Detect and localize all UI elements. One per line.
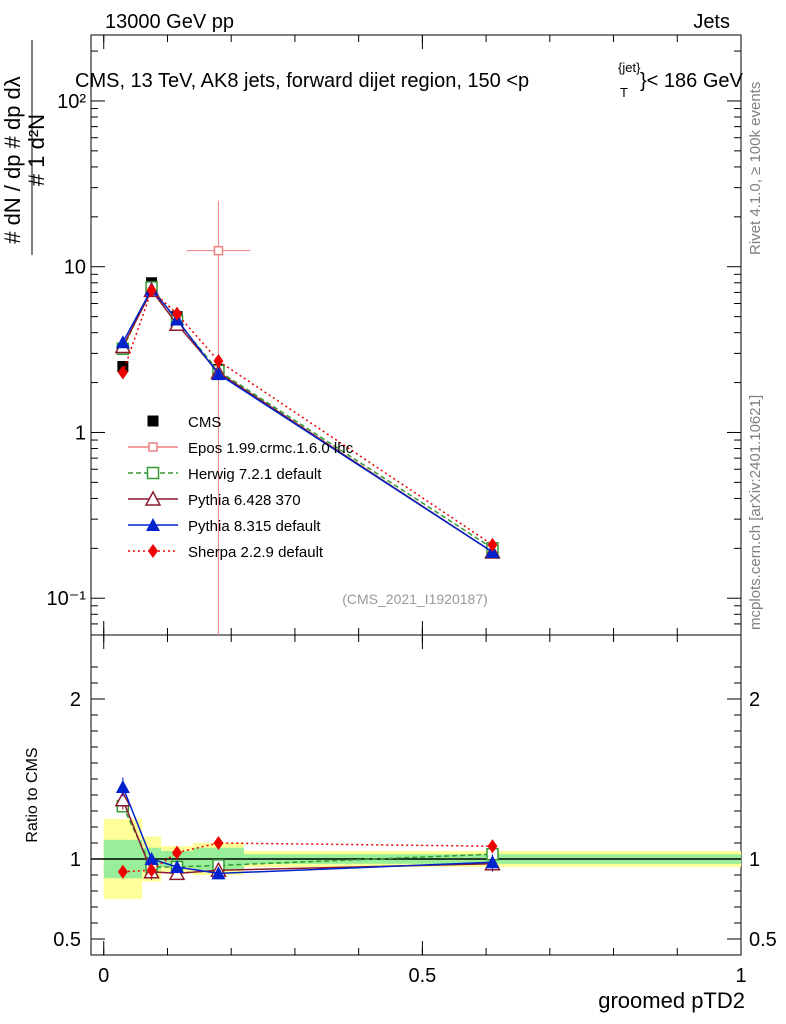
ratio-point — [172, 845, 183, 860]
legend: CMS Epos 1.99.crmc.1.6.0 lhc Herwig 7.2.1 … — [128, 414, 354, 561]
legend-marker — [148, 442, 158, 452]
series-ratio — [114, 777, 501, 881]
series-line — [122, 285, 493, 549]
ratio-panel — [90, 634, 742, 956]
ratio-point — [115, 780, 130, 793]
rivet-label: Rivet 4.1.0, ≥ 100k events — [747, 82, 764, 255]
x-axis-label: groomed pTD2 — [598, 988, 745, 1013]
x-tick-label: 0.5 — [408, 965, 436, 987]
chart-title: CMS, 13 TeV, AK8 jets, forward dijet reg… — [75, 70, 529, 92]
ratio-point — [146, 863, 157, 878]
y-ratio-tick-label: 2 — [70, 689, 81, 711]
y-tick-label: 10 — [64, 257, 86, 279]
series-1 — [186, 200, 251, 635]
y-ratio-tick-label-right: 0.5 — [749, 929, 777, 951]
legend-label: Sherpa 2.2.9 default — [188, 544, 324, 561]
y-label-main-denominator: # dN / dp # dp dλ — [0, 76, 25, 244]
legend-marker — [148, 544, 158, 558]
header-left: 13000 GeV pp — [105, 11, 234, 33]
legend-label: Epos 1.99.crmc.1.6.0 lhc — [188, 440, 354, 457]
data-point — [213, 353, 224, 368]
ratio-point — [211, 866, 226, 880]
y-ratio-tick-label: 0.5 — [53, 929, 81, 951]
ratio-point — [117, 864, 128, 879]
y-ratio-tick-label: 1 — [70, 849, 81, 871]
mcplots-label: mcplots.cern.ch [arXiv:2401.10621] — [747, 395, 764, 630]
y-ratio-tick-label-right: 2 — [749, 689, 760, 711]
y-label-main: # 1 d²N . — [24, 114, 49, 186]
chart-title-sub: T — [620, 85, 628, 100]
legend-label: Pythia 6.428 370 — [188, 492, 301, 509]
ratio-point — [114, 791, 132, 807]
ratio-point — [213, 836, 224, 850]
ratio-point — [485, 855, 500, 869]
data-point — [213, 245, 224, 256]
data-point — [211, 367, 226, 381]
ratio-point — [487, 839, 498, 854]
chart-title-main: CMS, 13 TeV, AK8 jets, forward dijet reg… — [75, 70, 529, 92]
legend-marker — [144, 490, 162, 506]
header-right: Jets — [693, 11, 730, 33]
data-point — [146, 283, 157, 298]
data-point — [117, 365, 128, 380]
y-axis-ticks-main: 10⁻¹ 1 10 10² — [47, 50, 741, 636]
x-tick-label: 1 — [735, 965, 746, 987]
chart-title-tail: }< 186 GeV — [640, 70, 744, 92]
ratio-point — [144, 852, 159, 865]
x-axis-ticks: 0 0.5 1 — [98, 35, 747, 987]
legend-label: CMS — [188, 414, 221, 431]
data-point — [115, 335, 130, 349]
ratio-series-4 — [115, 777, 500, 880]
data-point — [487, 537, 498, 552]
y-ratio-tick-label-right: 1 — [749, 849, 760, 871]
ratio-series-5 — [117, 836, 498, 879]
ratio-frame — [90, 634, 742, 956]
legend-marker — [146, 466, 160, 480]
x-tick-label: 0 — [98, 965, 109, 987]
chart-title-sup: {jet} — [618, 60, 641, 75]
y-label-main-bottom: # dN / dp # dp dλ — [0, 76, 25, 244]
y-tick-label: 10² — [57, 91, 86, 113]
legend-label: Pythia 8.315 default — [188, 518, 321, 535]
y-tick-label: 10⁻¹ — [47, 588, 87, 610]
y-axis-ticks-ratio: 0.5 0.5 1 1 2 2 — [53, 666, 777, 951]
y-label-main-top: # 1 d²N — [24, 114, 49, 186]
legend-label: Herwig 7.2.1 default — [188, 466, 322, 483]
legend-marker — [147, 415, 159, 427]
data-point — [172, 306, 183, 321]
y-label-ratio: Ratio to CMS — [24, 747, 41, 842]
series-main — [114, 200, 501, 635]
y-tick-label: 1 — [75, 422, 86, 444]
series-5 — [117, 283, 498, 552]
legend-marker — [146, 518, 160, 531]
ratio-point — [170, 860, 185, 873]
watermark: (CMS_2021_I1920187) — [342, 591, 488, 607]
